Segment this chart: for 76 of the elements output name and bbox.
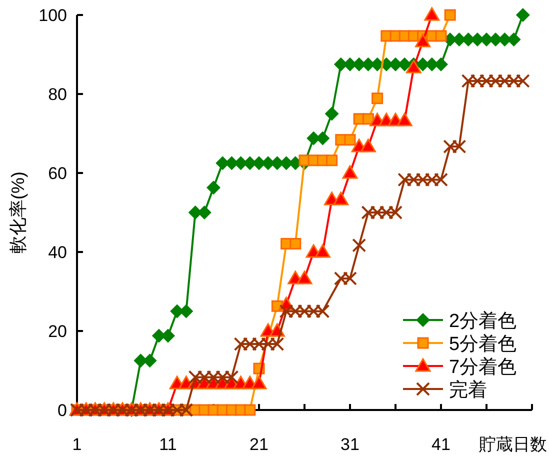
point	[261, 337, 276, 352]
point	[216, 370, 230, 384]
point	[362, 113, 374, 125]
point	[470, 74, 484, 88]
point	[434, 57, 448, 72]
point	[498, 74, 512, 88]
legend-label: 2分着色	[449, 310, 517, 332]
point	[298, 304, 312, 318]
y-axis-title: 軟化率(%)	[8, 172, 28, 254]
point	[406, 172, 421, 187]
point	[444, 9, 456, 21]
point	[424, 172, 439, 187]
point	[288, 304, 302, 318]
point	[480, 74, 494, 88]
point	[343, 271, 357, 286]
point	[252, 337, 266, 352]
point	[360, 138, 376, 152]
point	[290, 238, 302, 250]
point	[224, 370, 239, 384]
point	[415, 34, 431, 48]
point	[516, 74, 530, 88]
point	[406, 60, 422, 74]
point	[270, 337, 284, 352]
point	[234, 337, 248, 352]
legend-label: 完着	[449, 379, 487, 401]
point	[324, 106, 339, 121]
point	[251, 376, 267, 390]
x-tick-label: 11	[159, 435, 177, 454]
point	[326, 154, 338, 166]
point	[197, 370, 212, 384]
point	[461, 74, 476, 88]
legend-label: 5分着色	[449, 333, 517, 355]
y-tick-label: 0	[58, 401, 67, 420]
point	[161, 328, 175, 343]
point	[435, 30, 447, 42]
point	[379, 206, 394, 220]
point	[398, 172, 412, 187]
point	[488, 74, 503, 88]
legend-label: 7分着色	[449, 356, 517, 378]
point	[279, 304, 294, 318]
point	[344, 134, 356, 146]
point	[206, 180, 220, 195]
point	[242, 337, 257, 352]
point	[188, 370, 202, 384]
point	[516, 8, 530, 22]
point	[443, 140, 458, 154]
point	[352, 238, 366, 252]
point	[506, 74, 521, 88]
y-tick-label: 60	[48, 164, 67, 183]
point	[333, 192, 349, 206]
x-tick-label: 41	[432, 435, 450, 454]
point	[314, 244, 330, 258]
y-tick-label: 20	[48, 322, 67, 341]
point	[452, 140, 466, 154]
point	[424, 7, 440, 21]
point	[334, 271, 348, 286]
x-axis-title: 貯蔵日数	[479, 435, 547, 454]
point	[372, 92, 384, 104]
point	[361, 206, 376, 220]
x-tick-label: 21	[250, 435, 268, 454]
point	[206, 370, 220, 384]
point	[306, 304, 321, 318]
y-tick-label: 40	[48, 243, 67, 262]
x-tick-label: 1	[72, 435, 82, 454]
point	[388, 206, 402, 220]
point	[434, 172, 448, 187]
point	[296, 270, 312, 284]
x-tick-label: 31	[340, 435, 360, 454]
y-tick-label: 80	[48, 85, 67, 104]
point	[396, 112, 412, 126]
point	[244, 404, 256, 416]
y-tick-label: 100	[38, 6, 67, 25]
point	[316, 304, 330, 318]
point	[342, 165, 358, 179]
point	[370, 206, 384, 220]
point	[416, 172, 430, 187]
